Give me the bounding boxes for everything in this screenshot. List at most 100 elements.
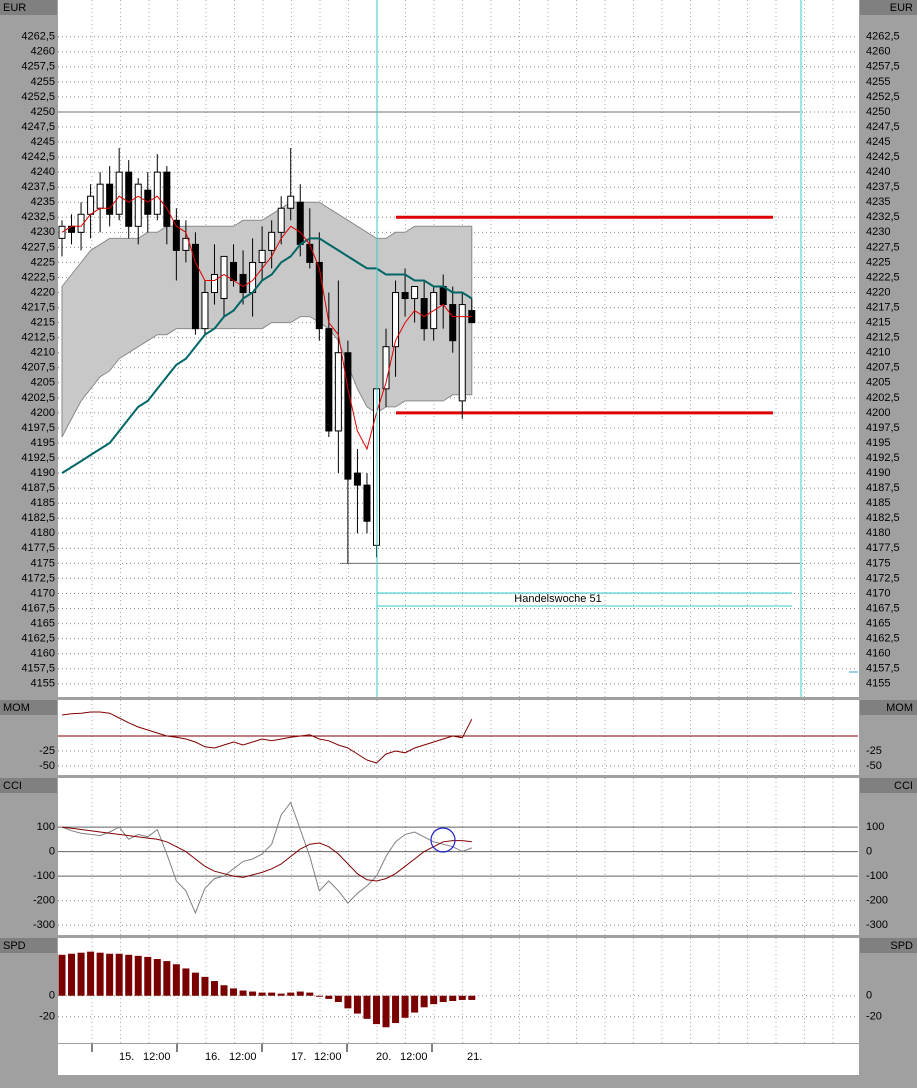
panel-label: MOM [3,702,30,714]
y-tick-label: 4185 [866,497,890,509]
panel-label: EUR [3,2,26,14]
candle-body [439,286,447,306]
series-line [61,195,472,451]
bar [125,954,133,996]
candle-body [315,261,323,330]
y-tick-label: -50 [39,760,55,772]
y-tick-label: 4195 [866,437,890,449]
bar [306,992,314,996]
panel-label: MOM [886,702,913,714]
candle-body [163,171,171,227]
y-tick-label: 4237,5 [21,181,55,193]
candle-body [420,298,428,330]
y-tick-label: 4170 [866,587,890,599]
candle-body [201,292,209,330]
bar [458,995,466,1000]
y-tick-label: 0 [49,846,55,858]
y-tick-label: 4245 [866,136,890,148]
y-tick-label: 0 [866,846,872,858]
y-tick-label: -100 [866,870,888,882]
y-tick-label: 4217,5 [866,301,900,313]
bar [258,992,266,996]
y-tick-label: -20 [39,1011,55,1023]
bar [277,993,285,996]
y-tick-label: 4175 [31,557,55,569]
y-tick-label: 4205 [31,377,55,389]
y-tick-label: 4172,5 [866,572,900,584]
y-tick-label: 4167,5 [866,602,900,614]
panel-label-box [0,0,57,15]
series-line [61,826,472,882]
y-tick-label: 4187,5 [21,482,55,494]
candle-body [287,195,295,209]
panel-label-box [0,700,57,715]
y-tick-label: 4215 [31,317,55,329]
panel-label-box [0,938,57,953]
candle-body [372,388,380,546]
spd-plot [58,938,859,1043]
y-tick-label: 4212,5 [21,332,55,344]
candle-body [334,352,342,432]
x-tick-label: 21. [467,1051,482,1063]
y-tick-label: 4162,5 [866,633,900,645]
bar [163,961,171,996]
y-tick-label: 4225 [31,256,55,268]
candle-body [296,201,304,245]
candle-body [258,249,266,263]
bar [144,956,152,996]
bar [115,953,123,996]
panel-label: SPD [890,940,913,952]
panel-label: CCI [3,780,22,792]
y-tick-label: 4222,5 [21,271,55,283]
bar [220,985,228,996]
y-tick-label: 4247,5 [21,121,55,133]
y-tick-label: 4197,5 [21,422,55,434]
y-tick-label: -20 [866,1011,882,1023]
x-tick-label: 12:00 [229,1051,257,1063]
y-tick-label: 4207,5 [866,362,900,374]
bar [58,954,66,996]
bar [296,991,304,996]
bar [334,995,342,1003]
candle-body [87,195,95,215]
y-tick-label: 4217,5 [21,301,55,313]
y-tick-label: 4232,5 [866,211,900,223]
candle-body [277,207,285,233]
y-tick-label: 4155 [31,678,55,690]
y-tick-label: 4192,5 [866,452,900,464]
y-tick-label: 4235 [31,196,55,208]
series-line [61,711,473,764]
candle-body [96,183,104,209]
bar [191,972,199,996]
candle-body [125,171,133,227]
panel-label-box [860,700,917,715]
panel-label-box [860,0,917,15]
y-tick-label: 4225 [866,256,890,268]
y-tick-label: 0 [866,990,872,1002]
bar [153,959,161,996]
series-line [61,237,473,474]
y-tick-label: 4157,5 [21,663,55,675]
y-tick-label: 4180 [866,527,890,539]
y-tick-label: 100 [866,821,884,833]
bar [201,976,209,996]
panel-label: CCI [894,780,913,792]
bar [134,955,142,996]
bar [96,952,104,996]
y-tick-label: 4252,5 [866,91,900,103]
bar [249,991,257,996]
panel-label: EUR [890,2,913,14]
y-tick-label: 4235 [866,196,890,208]
panel-label-box [860,938,917,953]
y-tick-label: 4257,5 [21,61,55,73]
bar [430,995,438,1005]
bar [411,995,419,1013]
candle-body [239,273,247,294]
y-tick-label: 4190 [31,467,55,479]
bar [239,990,247,996]
candle-body [134,183,142,227]
y-tick-label: 4205 [866,377,890,389]
y-tick-label: 4242,5 [21,151,55,163]
y-tick-label: 4155 [866,678,890,690]
y-tick-label: 4175 [866,557,890,569]
